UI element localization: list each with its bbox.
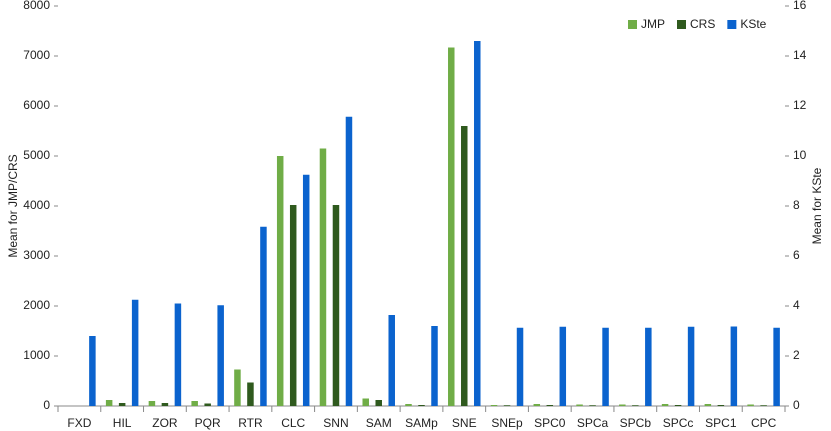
bar bbox=[474, 41, 481, 406]
y2-tick-label: 0 bbox=[793, 398, 800, 412]
bar bbox=[388, 315, 395, 406]
bar bbox=[645, 327, 652, 406]
bar bbox=[418, 405, 425, 406]
bar bbox=[362, 398, 369, 406]
bar bbox=[619, 404, 626, 406]
legend-swatch bbox=[727, 20, 737, 29]
legend-label: CRS bbox=[690, 17, 715, 31]
y-tick-label: 8000 bbox=[23, 0, 50, 12]
bar bbox=[204, 403, 211, 406]
x-tick-label: SPCc bbox=[663, 416, 694, 430]
bar bbox=[302, 174, 310, 406]
bar bbox=[276, 156, 284, 406]
x-tick-label: RTR bbox=[238, 416, 263, 430]
y2-tick-label: 8 bbox=[793, 198, 800, 212]
bar bbox=[704, 404, 712, 406]
bar bbox=[405, 404, 412, 406]
bar bbox=[174, 303, 182, 406]
legend-label: JMP bbox=[641, 17, 665, 31]
bar bbox=[747, 404, 754, 406]
x-tick-label: CPC bbox=[751, 416, 777, 430]
y2-axis-label: Mean for KSte bbox=[810, 167, 824, 244]
bar bbox=[260, 226, 267, 406]
legend-swatch bbox=[628, 20, 637, 29]
y2-tick-label: 4 bbox=[793, 298, 800, 312]
bar bbox=[533, 404, 541, 406]
y-tick-label: 2000 bbox=[23, 298, 50, 312]
bar bbox=[105, 400, 113, 406]
bar bbox=[730, 326, 738, 406]
bar bbox=[234, 369, 241, 406]
bar bbox=[131, 299, 139, 406]
x-tick-label: ZOR bbox=[152, 416, 178, 430]
bar bbox=[161, 403, 169, 406]
bar bbox=[602, 327, 609, 406]
bar bbox=[431, 326, 438, 406]
y-tick-label: 1000 bbox=[23, 348, 50, 362]
x-tick-label: SPC0 bbox=[534, 416, 566, 430]
bar bbox=[546, 405, 554, 406]
bar bbox=[89, 336, 96, 406]
bar bbox=[247, 382, 254, 406]
x-tick-label: SPCa bbox=[577, 416, 609, 430]
bar bbox=[217, 305, 224, 406]
legend-label: KSte bbox=[740, 17, 766, 31]
bar bbox=[687, 326, 695, 406]
y2-tick-label: 2 bbox=[793, 348, 800, 362]
y-tick-label: 3000 bbox=[23, 248, 50, 262]
x-tick-label: SAMp bbox=[405, 416, 438, 430]
bar bbox=[490, 405, 498, 406]
x-tick-label: SNE bbox=[452, 416, 477, 430]
bar bbox=[332, 205, 340, 406]
x-tick-label: SPCb bbox=[620, 416, 652, 430]
x-tick-label: CLC bbox=[281, 416, 305, 430]
legend-swatch bbox=[677, 20, 686, 29]
x-tick-label: SNN bbox=[323, 416, 348, 430]
y-tick-label: 5000 bbox=[23, 148, 50, 162]
x-tick-label: SNEp bbox=[491, 416, 523, 430]
x-tick-label: FXD bbox=[67, 416, 91, 430]
bar bbox=[661, 404, 669, 406]
x-tick-label: SAM bbox=[366, 416, 392, 430]
x-tick-label: SPC1 bbox=[705, 416, 737, 430]
bar bbox=[674, 405, 682, 406]
bar bbox=[448, 47, 455, 406]
bar bbox=[760, 405, 767, 406]
bar bbox=[503, 405, 511, 406]
bar bbox=[632, 405, 639, 406]
y2-tick-label: 12 bbox=[793, 98, 807, 112]
bar bbox=[375, 400, 382, 406]
bar bbox=[345, 116, 353, 406]
y2-tick-label: 10 bbox=[793, 148, 807, 162]
bar bbox=[589, 405, 596, 406]
bar bbox=[191, 401, 198, 406]
y-tick-label: 4000 bbox=[23, 198, 50, 212]
x-tick-label: PQR bbox=[195, 416, 221, 430]
y-tick-label: 7000 bbox=[23, 48, 50, 62]
y2-tick-label: 6 bbox=[793, 248, 800, 262]
bar bbox=[118, 403, 126, 406]
bar bbox=[148, 401, 156, 406]
bar bbox=[319, 148, 327, 406]
bar bbox=[773, 327, 780, 406]
bar bbox=[717, 405, 725, 406]
y-tick-label: 0 bbox=[43, 398, 50, 412]
y-tick-label: 6000 bbox=[23, 98, 50, 112]
y2-tick-label: 16 bbox=[793, 0, 807, 12]
y-axis-label: Mean for JMP/CRS bbox=[6, 154, 20, 257]
bar bbox=[516, 327, 524, 406]
y2-tick-label: 14 bbox=[793, 48, 807, 62]
bar bbox=[576, 404, 583, 406]
bar bbox=[461, 126, 468, 406]
x-tick-label: HIL bbox=[113, 416, 132, 430]
bar bbox=[559, 326, 567, 406]
bar bbox=[289, 205, 297, 406]
